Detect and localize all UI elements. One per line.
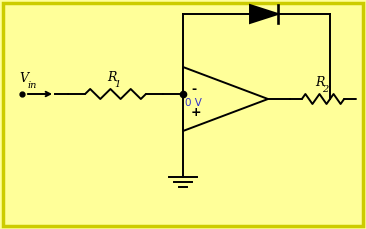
Text: R: R [108, 71, 117, 84]
Text: in: in [27, 81, 36, 90]
Text: 1: 1 [115, 80, 121, 89]
Text: +: + [191, 106, 202, 120]
Text: V: V [19, 72, 28, 85]
Text: 2: 2 [322, 85, 328, 94]
Polygon shape [250, 5, 278, 23]
Text: 0 V: 0 V [185, 98, 202, 108]
Text: -: - [191, 82, 196, 95]
Text: R: R [315, 76, 324, 89]
